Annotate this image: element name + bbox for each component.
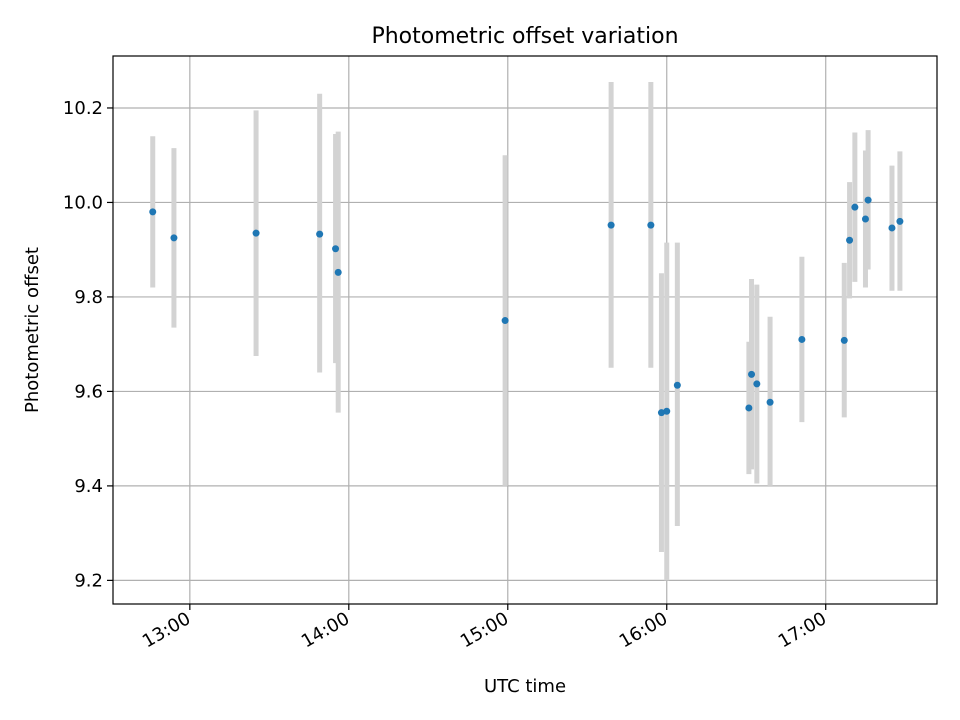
data-point bbox=[501, 317, 509, 325]
data-point bbox=[657, 409, 665, 417]
x-tick-label: 14:00 bbox=[298, 608, 353, 652]
data-point bbox=[332, 245, 340, 253]
y-tick-label: 10.0 bbox=[63, 192, 103, 213]
y-tick-label: 9.2 bbox=[74, 570, 103, 591]
data-point bbox=[851, 203, 859, 211]
grid-layer bbox=[113, 56, 937, 604]
x-tick-label: 17:00 bbox=[775, 608, 830, 652]
data-point bbox=[766, 398, 774, 406]
data-point bbox=[607, 221, 615, 229]
x-tick-label: 15:00 bbox=[457, 608, 512, 652]
data-point bbox=[170, 234, 178, 242]
data-point bbox=[861, 215, 869, 223]
point-layer bbox=[149, 196, 904, 417]
y-tick-label: 9.8 bbox=[74, 287, 103, 308]
data-point bbox=[663, 407, 671, 415]
data-point bbox=[896, 217, 904, 225]
data-point bbox=[745, 404, 753, 412]
data-point bbox=[673, 381, 681, 389]
tick-layer: 13:00 14:00 15:00 16:00 17:00 9.2 9.4 9.6 9.8 10.… bbox=[63, 98, 830, 652]
data-point bbox=[334, 268, 342, 276]
errorbar-layer bbox=[150, 81, 903, 581]
data-point bbox=[252, 229, 260, 237]
chart-title: Photometric offset variation bbox=[371, 24, 678, 49]
y-tick-label: 9.6 bbox=[74, 381, 103, 402]
data-point bbox=[316, 230, 324, 238]
x-tick-label: 13:00 bbox=[139, 608, 194, 652]
data-point bbox=[888, 224, 896, 232]
y-tick-label: 9.4 bbox=[74, 476, 103, 497]
data-point bbox=[846, 236, 854, 244]
y-axis-label: Photometric offset bbox=[22, 247, 43, 413]
plot-frame bbox=[112, 55, 938, 605]
data-point bbox=[753, 380, 761, 388]
y-tick-label: 10.2 bbox=[63, 98, 103, 119]
data-point bbox=[798, 335, 806, 343]
data-point bbox=[647, 221, 655, 229]
x-tick-label: 16:00 bbox=[616, 608, 671, 652]
data-point bbox=[840, 336, 848, 344]
x-axis-label: UTC time bbox=[484, 676, 566, 697]
data-point bbox=[149, 208, 157, 216]
data-point bbox=[748, 370, 756, 378]
data-point bbox=[864, 196, 872, 204]
